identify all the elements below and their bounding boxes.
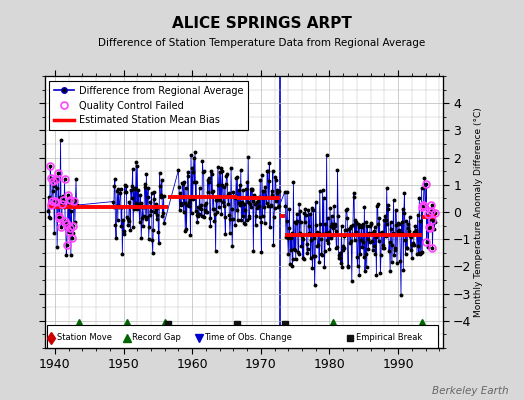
Y-axis label: Monthly Temperature Anomaly Difference (°C): Monthly Temperature Anomaly Difference (… (474, 107, 483, 317)
Text: Empirical Break: Empirical Break (356, 333, 422, 342)
Text: ALICE SPRINGS ARPT: ALICE SPRINGS ARPT (172, 16, 352, 31)
Text: Record Gap: Record Gap (133, 333, 181, 342)
Text: Station Move: Station Move (57, 333, 112, 342)
FancyBboxPatch shape (47, 325, 438, 348)
Text: Berkeley Earth: Berkeley Earth (432, 386, 508, 396)
Text: Difference of Station Temperature Data from Regional Average: Difference of Station Temperature Data f… (99, 38, 425, 48)
Text: Time of Obs. Change: Time of Obs. Change (204, 333, 292, 342)
Legend: Difference from Regional Average, Quality Control Failed, Estimated Station Mean: Difference from Regional Average, Qualit… (49, 81, 248, 130)
